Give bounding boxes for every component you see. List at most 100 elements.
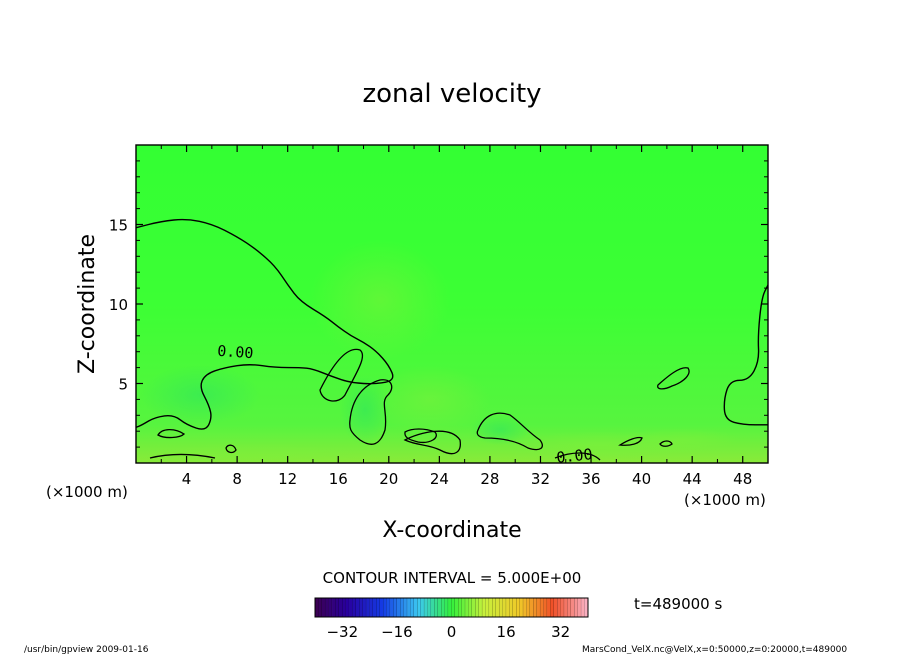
colorbar-cell — [332, 598, 336, 617]
contour-segment — [349, 379, 393, 445]
colorbar-cell — [512, 598, 517, 617]
colorbar-cell — [468, 598, 473, 617]
colorbar-cell — [410, 598, 415, 617]
zero-contours — [136, 218, 768, 430]
colorbar-cell — [396, 598, 401, 617]
x-tick-label: 4 — [182, 470, 192, 488]
zero-contour-line — [723, 284, 768, 426]
y-axis-label: Z-coordinate — [75, 234, 100, 374]
x-tick-label: 8 — [232, 470, 242, 488]
colorbar-cell — [526, 598, 531, 617]
colorbar-cell — [478, 598, 483, 617]
y-tick-label: 15 — [109, 217, 128, 235]
contour-label: 0.00 — [556, 445, 594, 467]
small-contours — [149, 348, 690, 461]
colorbar-cell — [540, 598, 544, 617]
colorbar-cell — [386, 598, 391, 617]
colorbar-cell — [506, 598, 510, 617]
colorbar-cell — [400, 598, 404, 617]
x-unit-left: (×1000 m) — [46, 483, 128, 501]
x-tick-label: 28 — [480, 470, 499, 488]
colorbar-cell — [574, 598, 578, 617]
contour-segment — [149, 453, 216, 459]
colorbar-tick-label: 32 — [551, 623, 570, 641]
colorbar-cell — [502, 598, 507, 617]
colorbar-cell — [335, 598, 340, 617]
contour-segment — [657, 367, 690, 390]
colorbar-cell — [570, 598, 575, 617]
colorbar-cell — [379, 598, 384, 617]
colorbar-cell — [536, 598, 541, 617]
colorbar-cell — [482, 598, 486, 617]
colorbar-cell — [533, 598, 538, 617]
colorbar-cell — [553, 598, 558, 617]
colorbar-cell — [577, 598, 582, 617]
colorbar-cell — [451, 598, 456, 617]
colorbar-cell — [547, 598, 551, 617]
colorbar-cell — [564, 598, 568, 617]
colorbar-cell — [393, 598, 398, 617]
colorbar-cell — [454, 598, 459, 617]
contour-segment — [157, 428, 186, 439]
contour-segment — [476, 412, 543, 451]
colorbar-cell — [359, 598, 363, 617]
contour-segment — [319, 348, 364, 402]
colorbar-tick-label: −32 — [326, 623, 358, 641]
y-tick-label: 10 — [109, 296, 128, 314]
footer-right: MarsCond_VelX.nc@VelX,x=0:50000,z=0:2000… — [582, 645, 847, 654]
contour-segment — [403, 430, 461, 455]
x-tick-label: 16 — [329, 470, 348, 488]
x-axis-label: X-coordinate — [382, 518, 521, 543]
colorbar-cell — [523, 598, 527, 617]
colorbar-cell — [560, 598, 565, 617]
contour-label: 0.00 — [217, 342, 254, 362]
colorbar-cell — [407, 598, 411, 617]
colorbar-cell — [584, 598, 589, 617]
colorbar-tick-label: 16 — [497, 623, 516, 641]
colorbar-cell — [345, 598, 350, 617]
colorbar-cell — [465, 598, 469, 617]
colorbar-cell — [403, 598, 408, 617]
x-tick-label: 12 — [278, 470, 297, 488]
colorbar-cell — [413, 598, 418, 617]
colorbar-cell — [383, 598, 387, 617]
zero-contour-line — [136, 218, 394, 430]
time-label: t=489000 s — [634, 595, 722, 613]
x-tick-label: 36 — [581, 470, 600, 488]
colorbar-ticks: −32 −16 0 16 32 — [326, 623, 570, 641]
x-unit-right: (×1000 m) — [684, 491, 766, 509]
footer-left: /usr/bin/gpview 2009-01-16 — [24, 645, 149, 654]
plot-area: 0.00 0.00 — [135, 144, 769, 467]
colorbar-cell — [434, 598, 439, 617]
colorbar-cell — [427, 598, 432, 617]
colorbar-tick-label: 0 — [447, 623, 457, 641]
colorbar-cell — [444, 598, 449, 617]
x-tick-label: 44 — [683, 470, 702, 488]
colorbar-cell — [366, 598, 370, 617]
colorbar-cell — [352, 598, 357, 617]
y-axis-ticks: 5 10 15 — [109, 160, 768, 448]
contour-segment — [659, 440, 673, 447]
colorbar-cell — [338, 598, 343, 617]
colorbar-cell — [550, 598, 555, 617]
colorbar: −32 −16 0 16 32 — [314, 597, 589, 641]
colorbar-cell — [342, 598, 346, 617]
colorbar-cell — [529, 598, 534, 617]
y-tick-label: 5 — [118, 376, 128, 394]
x-axis-ticks: 4 8 12 16 20 24 28 32 36 40 44 48 — [160, 145, 752, 488]
x-tick-label: 40 — [632, 470, 651, 488]
colorbar-cell — [458, 598, 462, 617]
colorbar-tick-label: −16 — [381, 623, 413, 641]
x-tick-label: 20 — [379, 470, 398, 488]
colorbar-cell — [519, 598, 524, 617]
colorbar-cell — [499, 598, 503, 617]
x-tick-label: 24 — [430, 470, 449, 488]
colorbar-cell — [448, 598, 452, 617]
colorbar-cell — [376, 598, 381, 617]
colorbar-cell — [325, 598, 329, 617]
colorbar-cell — [557, 598, 561, 617]
colorbar-cell — [369, 598, 374, 617]
colorbar-cell — [475, 598, 479, 617]
colorbar-cell — [355, 598, 360, 617]
